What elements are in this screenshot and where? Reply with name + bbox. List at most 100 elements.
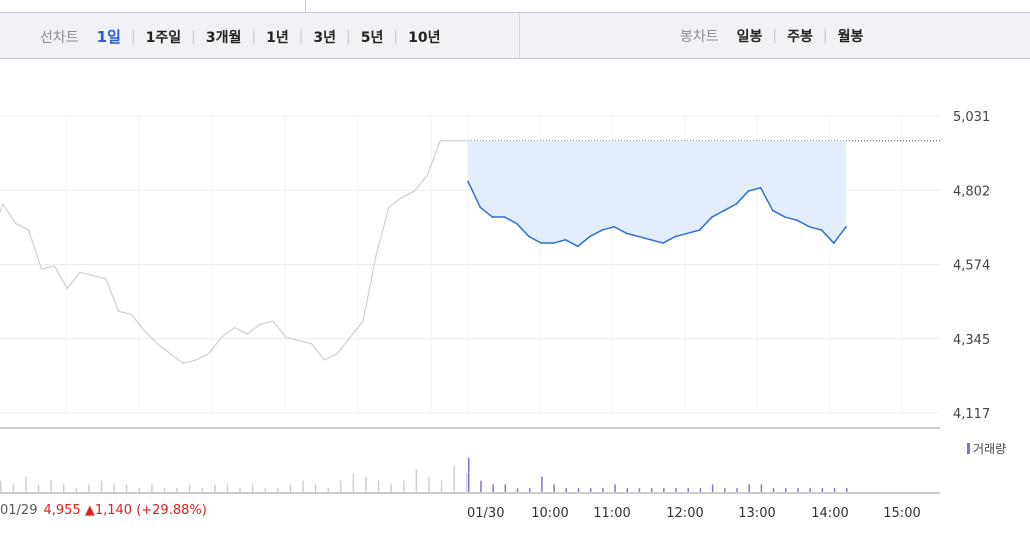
- today-volume-bar: [797, 488, 799, 492]
- today-volume-bar: [650, 488, 653, 492]
- today-point: [784, 216, 786, 218]
- prev-volume-bar: [428, 476, 430, 492]
- x-tick-label: 14:00: [811, 506, 848, 521]
- prev-volume-bar: [365, 476, 367, 492]
- prev-day-point: [401, 196, 403, 199]
- tab-3m[interactable]: 3개월: [205, 29, 242, 46]
- today-volume-bar: [687, 488, 689, 492]
- tab-1y[interactable]: 1년: [266, 29, 289, 46]
- prev-volume-bar: [403, 480, 405, 492]
- tab-divider: |: [822, 28, 828, 44]
- prev-day-point: [349, 336, 351, 338]
- tab-1d[interactable]: 1일: [96, 28, 121, 46]
- prev-volume-bar: [113, 484, 115, 492]
- prev-day-point: [105, 278, 107, 280]
- tab-divider: |: [251, 28, 257, 45]
- prev-day-point: [426, 174, 429, 176]
- tab-5y[interactable]: 5년: [360, 29, 384, 46]
- prev-volume-bar: [100, 480, 103, 492]
- prev-volume-bar: [188, 484, 191, 492]
- y-tick-label: 4,802: [953, 184, 990, 199]
- today-point: [552, 242, 555, 244]
- x-tick-label: 01/30: [467, 506, 504, 521]
- prev-day-point: [130, 313, 133, 316]
- today-point: [845, 226, 847, 228]
- tab-divider: |: [191, 28, 196, 45]
- x-tick-label: 13:00: [738, 506, 775, 521]
- prev-volume-bar: [377, 480, 380, 492]
- prev-day-point: [53, 265, 55, 267]
- prev-volume-bar: [466, 473, 468, 492]
- today-point: [723, 209, 725, 212]
- prev-day-point: [220, 336, 223, 338]
- tab-monthly-candle[interactable]: 월봉: [837, 29, 864, 45]
- today-volume-bar: [736, 488, 738, 492]
- prev-day-point: [259, 323, 261, 325]
- prev-day-point: [2, 203, 4, 205]
- prev-volume-bar: [163, 488, 166, 492]
- prev-volume-bar: [340, 480, 342, 492]
- today-volume-bar: [614, 484, 616, 492]
- today-point: [650, 239, 652, 241]
- today-volume-bar: [748, 484, 750, 492]
- today-point: [637, 235, 640, 238]
- prev-day-point: [15, 222, 17, 225]
- percent-change: (+29.88%): [136, 503, 207, 518]
- prev-day-point: [40, 268, 43, 270]
- tab-1w[interactable]: 1주일: [145, 29, 182, 46]
- today-point: [662, 242, 664, 244]
- price-change: 1,140: [94, 503, 133, 518]
- prev-day-point: [311, 343, 313, 345]
- close-price: 4,955: [43, 503, 81, 518]
- prev-volume-bar: [302, 480, 304, 492]
- prev-day-point: [285, 336, 287, 338]
- tab-group-separator: [519, 13, 520, 59]
- prev-day-point: [439, 140, 441, 142]
- today-volume-bar: [553, 484, 555, 492]
- today-point: [613, 226, 616, 228]
- today-volume-bar: [772, 488, 775, 492]
- x-tick-label: 11:00: [593, 506, 630, 521]
- today-volume-bar: [846, 488, 848, 492]
- tab-divider: |: [393, 28, 399, 45]
- line-chart-label: 선차트: [40, 29, 79, 46]
- today-point: [796, 219, 799, 222]
- prev-day-point: [233, 326, 236, 329]
- y-tick-label: 4,345: [953, 333, 990, 348]
- prev-volume-bar: [25, 476, 27, 492]
- tab-10y[interactable]: 10년: [408, 29, 441, 46]
- prev-volume-bar: [226, 484, 229, 492]
- today-volume-bar: [541, 476, 543, 492]
- today-point: [674, 235, 677, 238]
- today-point: [735, 203, 738, 205]
- prev-volume-bar: [289, 484, 292, 492]
- today-volume-bar: [492, 484, 494, 492]
- prev-volume-bar: [12, 484, 15, 492]
- prev-volume-bar: [314, 484, 317, 492]
- y-tick-label: 4,574: [953, 259, 990, 274]
- candle-chart-tabs: 봉차트 일봉 | 주봉 | 월봉: [680, 26, 863, 46]
- tab-divider: |: [772, 28, 778, 44]
- today-point: [491, 216, 494, 218]
- candle-chart-label: 봉차트: [680, 29, 719, 45]
- prev-day-point: [388, 206, 390, 208]
- today-point: [820, 229, 823, 231]
- today-volume-bar: [626, 488, 629, 492]
- prev-volume-bar: [239, 488, 241, 492]
- tab-daily-candle[interactable]: 일봉: [736, 29, 763, 45]
- prev-volume-bar: [251, 484, 254, 492]
- prev-day-point: [182, 362, 184, 364]
- tab-3y[interactable]: 3년: [313, 29, 337, 46]
- prev-day-point: [362, 320, 364, 322]
- today-volume-bar: [480, 480, 482, 492]
- tab-weekly-candle[interactable]: 주봉: [787, 29, 813, 45]
- prev-volume-bar: [151, 484, 153, 492]
- today-point: [564, 239, 567, 241]
- today-point: [833, 242, 835, 244]
- prev-volume-bar: [88, 484, 90, 492]
- prev-day-point: [465, 140, 467, 142]
- prev-day-point: [79, 271, 81, 273]
- today-point: [467, 180, 469, 183]
- x-tick-label: 15:00: [883, 506, 920, 521]
